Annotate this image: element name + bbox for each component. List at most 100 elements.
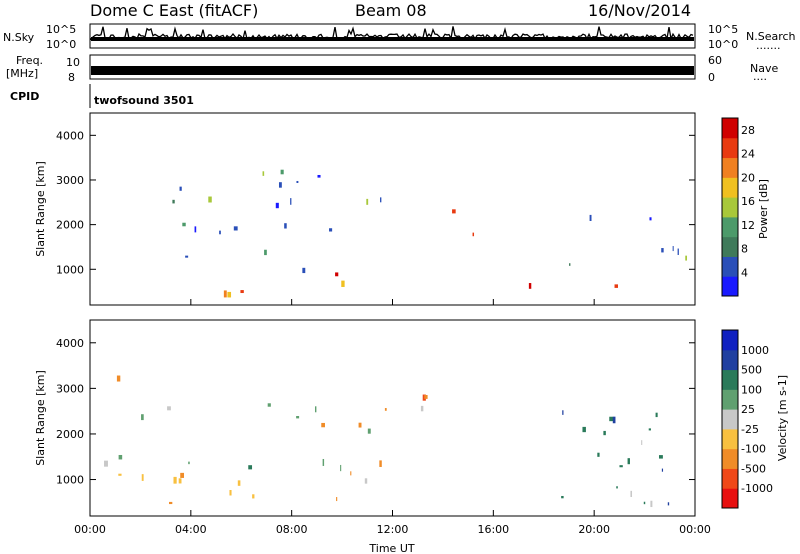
velocity-x-axis: 00:00 04:00 08:00 12:00 16:00 20:00 00:00 [74, 510, 711, 536]
range-cell [335, 272, 339, 277]
range-cell [649, 217, 652, 221]
x-tick-label: 00:00 [74, 523, 106, 536]
range-cell [452, 209, 456, 214]
range-cell [248, 465, 253, 470]
range-cell [627, 458, 630, 465]
range-cell [685, 255, 688, 261]
velocity-cbar-label: Velocity [m s-1] [776, 375, 789, 461]
range-cell [424, 395, 428, 399]
colorbar-segment [722, 236, 738, 257]
power-panel [89, 112, 696, 306]
colorbar-segment [722, 428, 738, 450]
colorbar-segment [722, 256, 738, 277]
velocity-colorbar: -1000 -500 -100 -25 25 100 500 1000 [721, 329, 773, 509]
range-cell [167, 406, 171, 411]
x-axis-label: Time UT [368, 542, 414, 554]
range-cell [229, 489, 232, 496]
velocity-panel [89, 319, 696, 517]
range-cell [219, 230, 221, 235]
range-cell [616, 486, 618, 489]
nsky-base [91, 37, 694, 41]
colorbar-segment [722, 369, 738, 390]
range-cell [185, 255, 189, 258]
range-cell [104, 460, 108, 467]
freq-lo-label: 8 [68, 71, 75, 84]
nave-label: Nave [750, 62, 778, 75]
range-cell [648, 428, 651, 431]
colorbar-tick-label: -500 [741, 462, 766, 475]
colorbar-segment [722, 488, 738, 509]
nave-dots: .... [753, 70, 767, 83]
range-cell [180, 472, 185, 478]
range-cell [612, 416, 616, 424]
colorbar-tick-label: 16 [741, 195, 755, 208]
range-cell [322, 458, 325, 466]
range-cell [641, 440, 643, 445]
nsky-lo-label: 10^0 [46, 38, 76, 51]
range-cell [569, 263, 571, 266]
beam-title: Beam 08 [355, 1, 427, 20]
y-tick-label: 2000 [56, 219, 84, 232]
range-cell [172, 199, 175, 204]
range-cell [672, 246, 674, 252]
nsky-panel [89, 23, 696, 49]
x-tick-label: 16:00 [477, 523, 509, 536]
range-cell [284, 223, 287, 229]
power-cbar-label: Power [dB] [757, 179, 770, 239]
range-cell [223, 290, 227, 298]
colorbar-tick-label: 4 [741, 266, 748, 279]
range-cell [614, 284, 618, 288]
range-cell [329, 228, 333, 232]
range-cell [141, 414, 144, 421]
range-cell [420, 405, 424, 412]
station-title: Dome C East (fitACF) [90, 1, 258, 20]
range-cell [317, 174, 321, 178]
colorbar-tick-label: 8 [741, 243, 748, 256]
y-tick-label: 4000 [56, 337, 84, 350]
colorbar-tick-label: 1000 [741, 344, 769, 357]
range-cell [667, 502, 670, 506]
colorbar-segment [722, 197, 738, 218]
freq-label-line2: [MHz] [6, 67, 38, 80]
range-cell [597, 452, 600, 457]
colorbar-segment [722, 157, 738, 178]
colorbar-tick-label: 12 [741, 219, 755, 232]
nsearch-hi-label: 10^5 [708, 23, 738, 36]
range-cell [296, 415, 300, 419]
nsky-hi-label: 10^5 [46, 23, 76, 36]
range-cell [350, 471, 352, 476]
colorbar-tick-label: -1000 [741, 482, 773, 495]
y-tick-label: 1000 [56, 263, 84, 276]
range-cell [173, 476, 177, 484]
colorbar-frame [721, 329, 739, 509]
range-cell [208, 196, 212, 203]
range-cell [609, 416, 614, 422]
colorbar-segment [722, 137, 738, 159]
range-cell [472, 232, 475, 237]
range-cell [240, 290, 244, 294]
x-tick-label: 00:00 [679, 523, 711, 536]
power-x-axis [89, 299, 696, 305]
range-cell [582, 426, 586, 433]
range-cell [380, 197, 382, 203]
power-data [172, 169, 688, 298]
colorbar-segment [722, 409, 738, 430]
range-cell [280, 169, 284, 175]
colorbar-segment [722, 389, 738, 410]
range-cell [528, 283, 532, 289]
date-title: 16/Nov/2014 [588, 1, 691, 20]
y-tick-label: 3000 [56, 382, 84, 395]
range-cell [118, 473, 122, 476]
range-cell [367, 428, 371, 434]
power-ylabel: Slant Range [km] [34, 161, 47, 257]
range-cell [561, 495, 564, 499]
nsearch-dots: ....... [756, 39, 780, 52]
range-cell [340, 464, 342, 472]
colorbar-segment [722, 349, 738, 371]
range-cell [267, 403, 271, 407]
range-cell [603, 430, 606, 436]
colorbar-tick-label: 28 [741, 124, 755, 137]
x-tick-label: 04:00 [175, 523, 207, 536]
nave-hi-label: 60 [708, 54, 722, 67]
